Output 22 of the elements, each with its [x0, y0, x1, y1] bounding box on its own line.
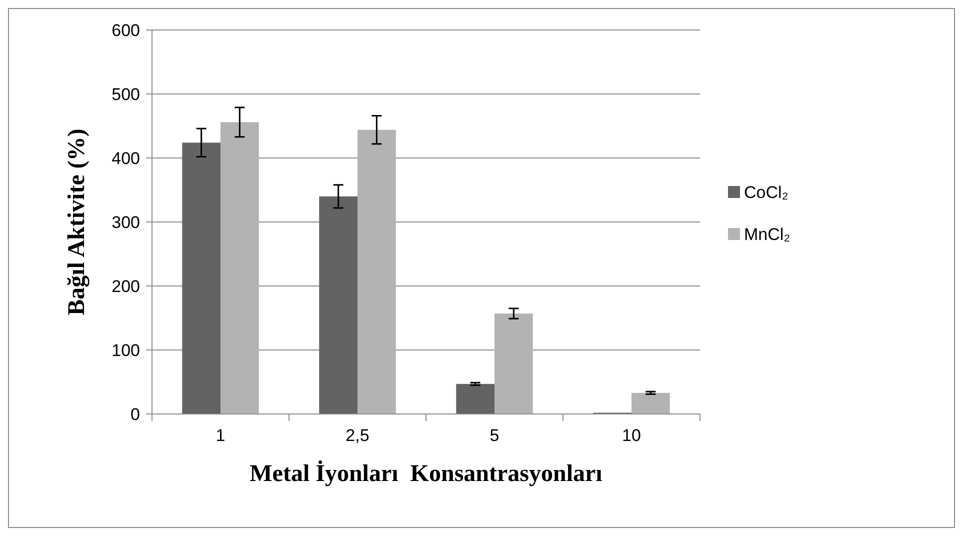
- x-tick-label: 5: [490, 426, 500, 445]
- y-tick-label: 400: [112, 148, 140, 168]
- bar: [494, 314, 533, 414]
- y-tick-label: 200: [112, 276, 140, 296]
- x-axis-title: Metal İyonları Konsantrasyonları: [250, 460, 603, 487]
- bar: [220, 122, 259, 414]
- bar: [319, 196, 358, 414]
- y-axis-title: Bağıl Aktivite (%): [64, 128, 90, 316]
- x-tick-label: 2,5: [346, 426, 370, 445]
- y-tick-label: 0: [130, 404, 140, 424]
- y-tick-label: 100: [112, 340, 140, 360]
- y-tick-label: 300: [112, 212, 140, 232]
- x-tick-label: 1: [216, 426, 226, 445]
- bar: [182, 142, 220, 414]
- bar: [358, 130, 396, 414]
- bar: [456, 384, 494, 414]
- legend-label: CoCl₂: [744, 182, 788, 202]
- y-tick-label: 500: [112, 84, 140, 104]
- x-tick-label: 10: [622, 426, 641, 445]
- y-tick-label: 600: [112, 20, 140, 40]
- legend-label: MnCl₂: [744, 224, 790, 244]
- bar: [632, 392, 670, 414]
